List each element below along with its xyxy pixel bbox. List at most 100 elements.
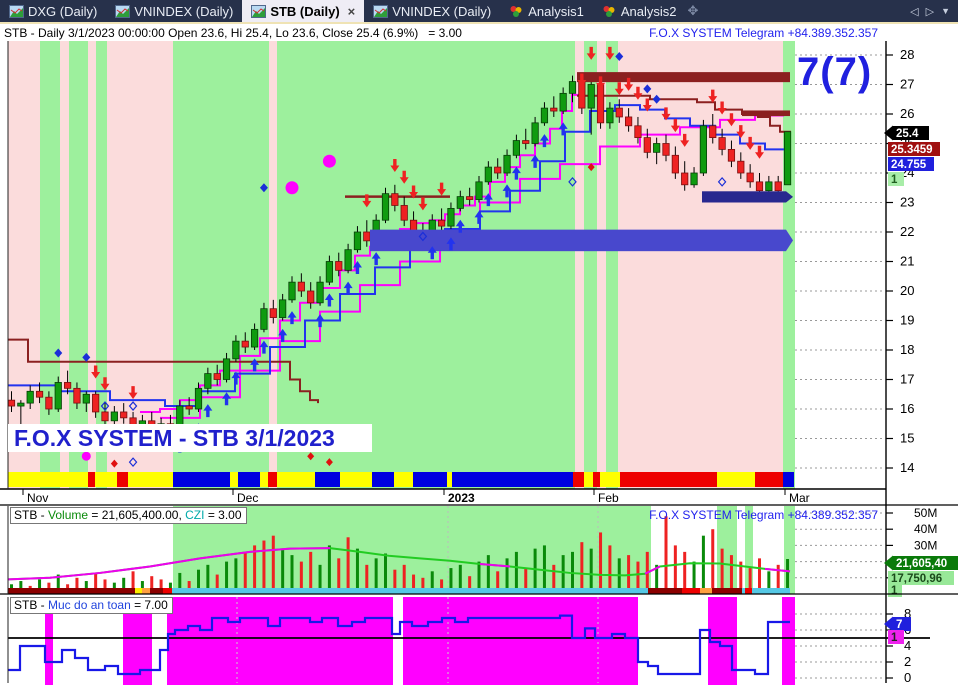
scroll-tabs-right-icon[interactable]: ▷ — [925, 5, 935, 18]
resistance-bar-top — [577, 72, 790, 83]
sell-arrow-icon — [614, 82, 624, 96]
tab-dxg-daily[interactable]: DXG (Daily) — [0, 0, 106, 22]
candle-body — [232, 340, 240, 360]
candle-body — [737, 160, 745, 174]
analysis-icon — [509, 5, 524, 18]
buy-arrow-icon — [539, 134, 549, 148]
tab-vnindex-daily-2[interactable]: VNINDEX (Daily) — [364, 0, 500, 22]
tab-stb-daily-active[interactable]: STB (Daily) × — [242, 0, 365, 22]
signal-diamond-open-icon — [100, 401, 110, 411]
background-band — [8, 41, 40, 489]
candle-body — [213, 373, 221, 380]
volume-bar — [664, 516, 668, 588]
buy-arrow-icon — [343, 281, 353, 295]
volume-bar — [75, 577, 79, 588]
signal-ribbon-segment — [117, 472, 128, 487]
sell-arrow-icon — [670, 119, 680, 133]
support-bar-indigo-arrow — [786, 229, 793, 252]
candle-body — [288, 281, 296, 301]
signal-ribbon-segment — [268, 472, 277, 487]
volume-bar — [412, 574, 416, 588]
tab-menu-icon[interactable]: ▼ — [941, 6, 950, 16]
candle-body — [64, 382, 72, 389]
candle-body — [718, 137, 726, 150]
volume-bar — [112, 582, 116, 588]
date-axis-label: Dec — [237, 491, 258, 505]
candle-body — [335, 261, 343, 271]
volume-state-strip — [163, 588, 172, 594]
volume-bg-block — [784, 506, 795, 594]
background-band — [618, 41, 783, 489]
buy-arrow-icon — [371, 252, 381, 266]
price-flag — [893, 126, 929, 140]
volume-bar — [486, 555, 490, 588]
candle-body — [363, 231, 371, 242]
safety-axis-label: 8 — [904, 606, 911, 621]
volume-bar — [225, 561, 229, 588]
price-flag-text: 25.3459 — [891, 144, 933, 156]
candle-body — [653, 143, 661, 153]
candle-body — [456, 196, 464, 209]
candle-body — [110, 411, 118, 422]
candle-body — [494, 166, 502, 174]
buy-arrow-icon — [222, 392, 232, 406]
volume-bar — [552, 564, 556, 588]
background-band — [269, 41, 277, 489]
volume-bar — [692, 561, 696, 588]
candle-body — [606, 107, 614, 124]
price-flag-text: 17,750,96 — [891, 573, 942, 585]
signal-ribbon-segment — [128, 472, 173, 487]
buy-arrow-icon — [446, 237, 456, 251]
chart-icon — [9, 4, 24, 18]
volume-bar — [384, 553, 387, 588]
candle-body — [447, 207, 455, 227]
volume-bar — [215, 574, 219, 588]
fox-system-watermark: F.O.X SYSTEM - STB 3/1/2023 — [8, 424, 372, 452]
volume-bar — [776, 564, 780, 588]
sell-arrow-icon — [437, 182, 447, 196]
volume-state-strip — [745, 588, 752, 594]
volume-state-strip — [8, 588, 135, 594]
candle-body — [279, 299, 287, 318]
volume-bar — [84, 581, 88, 588]
signal-diamond-red-icon — [587, 163, 595, 172]
support-bar-indigo — [370, 229, 786, 252]
signal-dot-icon — [285, 181, 299, 195]
price-flag-arrow — [884, 616, 893, 632]
volume-ma-magenta — [7, 547, 331, 581]
signal-ribbon-segment — [340, 472, 372, 487]
sell-arrow-icon — [680, 133, 690, 147]
buy-arrow-icon — [278, 328, 288, 342]
tab-analysis1[interactable]: Analysis1 — [500, 0, 593, 22]
tab-analysis2[interactable]: Analysis2 — [593, 0, 686, 22]
volume-bar — [262, 540, 266, 588]
volume-bar — [159, 579, 163, 588]
volume-bar — [458, 564, 462, 588]
buy-arrow-icon — [427, 246, 437, 260]
ohlc-readout: STB - Daily 3/1/2023 00:00:00 Open 23.6,… — [4, 25, 462, 40]
tab-vnindex-daily-1[interactable]: VNINDEX (Daily) — [106, 0, 242, 22]
price-axis-label: 14 — [900, 460, 914, 475]
candle-body — [73, 387, 81, 404]
maroon-stop-line — [8, 338, 319, 404]
tab-label: STB (Daily) — [270, 3, 340, 19]
volume-state-strip — [150, 588, 163, 594]
sell-arrow-icon — [390, 159, 400, 172]
scroll-tabs-left-icon[interactable]: ◁ — [910, 5, 919, 18]
candle-body — [774, 181, 782, 192]
background-band — [783, 41, 795, 489]
sell-arrow-icon — [708, 89, 718, 103]
sell-arrow-icon — [577, 73, 587, 87]
volume-bar — [28, 585, 32, 588]
volume-bar — [440, 579, 444, 588]
volume-bar — [365, 564, 369, 588]
safety-zone-block — [782, 597, 795, 685]
volume-bar — [318, 564, 322, 588]
close-icon[interactable]: × — [347, 3, 356, 19]
date-axis-label: 2023 — [448, 491, 475, 505]
sell-arrow-icon — [128, 386, 138, 400]
candle-body — [82, 393, 90, 404]
safety-axis-label: 4 — [904, 638, 911, 653]
